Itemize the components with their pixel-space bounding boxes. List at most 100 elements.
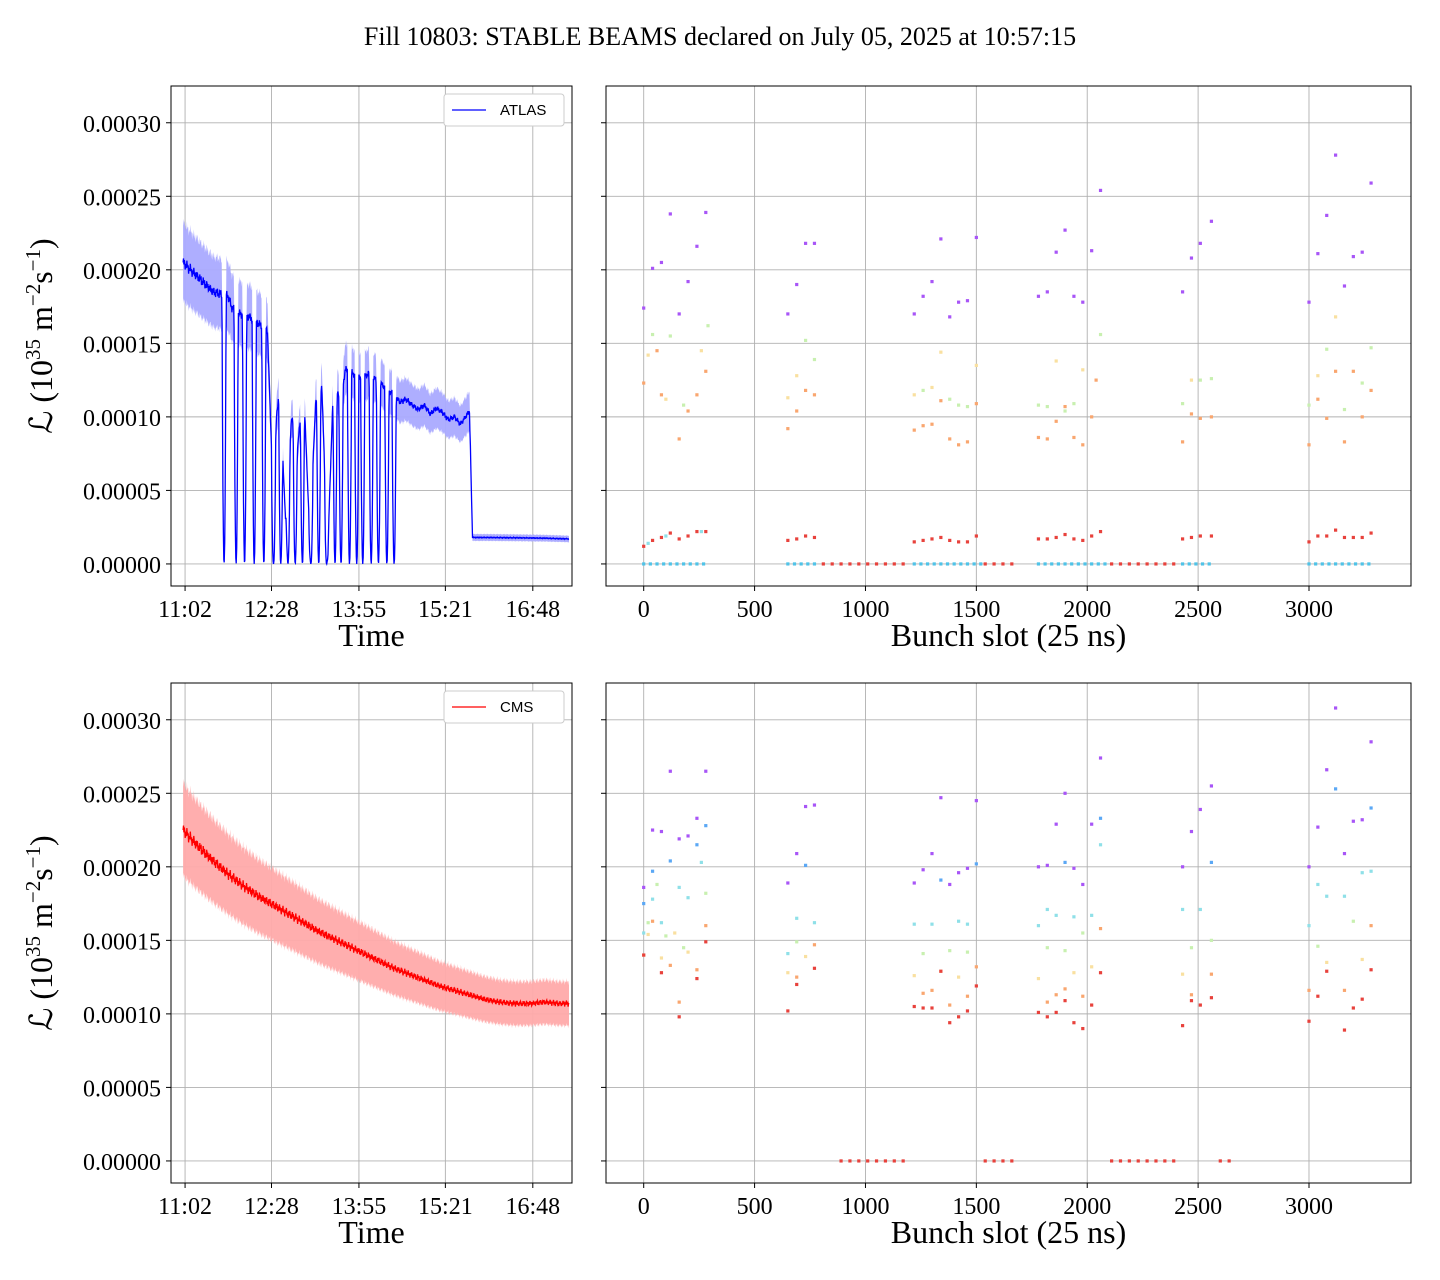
bunch-point-zero [1367,562,1371,566]
bunch-point [1072,1021,1076,1025]
bunch-point [957,403,961,407]
bunch-point [1063,532,1067,537]
bunch-point [1045,537,1049,541]
y-label-part: ℒ (10 [23,957,59,1031]
bunch-point-zero [1056,562,1060,566]
x-tick-label: 16:48 [505,1194,560,1220]
x-tick-label: 12:28 [244,1194,299,1220]
y-tick-label: 0.00030 [83,709,161,735]
bunch-point [1090,965,1094,969]
bunch-point [1189,412,1194,416]
bunch-point [1081,1026,1085,1031]
x-tick-label: 2000 [1063,597,1111,623]
bunch-point [957,1015,961,1019]
bunch-point [1325,894,1329,898]
bunch-point [912,428,916,432]
bunch-point-zero [1001,562,1005,566]
bunch-point-zero [1118,1159,1123,1163]
bunch-point [812,921,817,925]
bunch-point [1045,863,1049,867]
bunch-point [1198,534,1202,538]
bunch-point-zero [839,562,843,566]
bunch-point [677,1015,681,1019]
bunch-point [686,279,690,284]
bunch-point [786,427,790,431]
bunch-point-zero [695,562,699,566]
bunch-point [695,976,699,981]
bunch-point-zero [1307,562,1311,566]
bunch-point [699,529,703,534]
bunch-point-zero [1353,562,1358,566]
bunch-point-zero [1347,562,1351,566]
bunch-point [965,299,970,303]
bunch-point [646,921,650,925]
bunch-point [1072,971,1076,975]
bunch-point [1054,419,1058,423]
x-tick-label: 1500 [952,597,1000,623]
grid [606,683,1411,1183]
bunch-point [1090,1003,1094,1007]
bunch-point-zero [655,562,659,566]
bunch-point [1209,784,1214,788]
bunch-point [699,860,703,865]
bunch-point [1342,440,1347,444]
bunch-point [939,969,943,973]
x-tick-label: 13:55 [332,1194,387,1220]
bunch-point [1369,181,1373,185]
bunch-point [1307,443,1311,447]
bunch-point-zero [945,562,950,566]
bunch-point [704,529,708,534]
x-tick-label: 13:55 [332,597,387,623]
bunch-point [1360,818,1364,822]
bunch-point-zero [1163,562,1167,566]
bunch-point [650,919,655,923]
bunch-point [795,916,799,920]
bunch-point [1360,871,1364,875]
x-tick-label: 11:02 [158,1194,212,1220]
bunch-point-zero [830,562,834,566]
bunch-point [1189,999,1194,1003]
x-tick-label: 15:21 [418,597,473,623]
bunch-point [1180,1024,1185,1028]
bunch-point [786,538,790,543]
bunch-point [1036,294,1041,298]
bunch-point-zero [668,562,672,566]
bunch-point [912,393,916,397]
bunch-point [1189,378,1194,382]
legend-label: ATLAS [500,102,546,119]
bunch-point [1090,534,1094,538]
bunch-point [704,369,708,373]
bunch-point [1198,378,1202,382]
bunch-point [1325,960,1329,965]
bunch-point-zero [848,1159,852,1163]
bunch-point [1045,946,1049,950]
bunch-point [803,954,808,959]
bunch-point-zero [1127,1159,1131,1163]
bunch-point [1307,300,1311,304]
x-tick-label: 11:02 [158,597,212,623]
bunch-point-zero [965,562,970,566]
bunch-point [646,541,650,545]
bunch-point [974,862,978,866]
x-tick-label: 1000 [841,597,889,623]
bunch-point [1342,851,1347,856]
bunch-point [1063,987,1067,991]
bunch-point [939,237,943,241]
bunch-point [677,1000,681,1004]
bunch-point [668,334,672,338]
bunch-point [1307,403,1311,407]
bunch-point-zero [1227,1159,1231,1163]
bunch-point [1351,369,1355,373]
bunch-point-zero [682,562,686,566]
bunch-point-zero [1320,562,1324,566]
bunch-point [668,531,672,535]
bunch-point-zero [874,1159,879,1163]
bunch-point [803,863,808,867]
bunch-point [1098,332,1103,337]
bunch-point [930,922,934,926]
bunch-point-zero [1172,1159,1176,1163]
bunch-point [1094,378,1098,382]
y-tick-label: 0.00025 [83,185,161,211]
bunch-point [695,244,699,248]
bunch-point-zero [1010,1159,1014,1163]
